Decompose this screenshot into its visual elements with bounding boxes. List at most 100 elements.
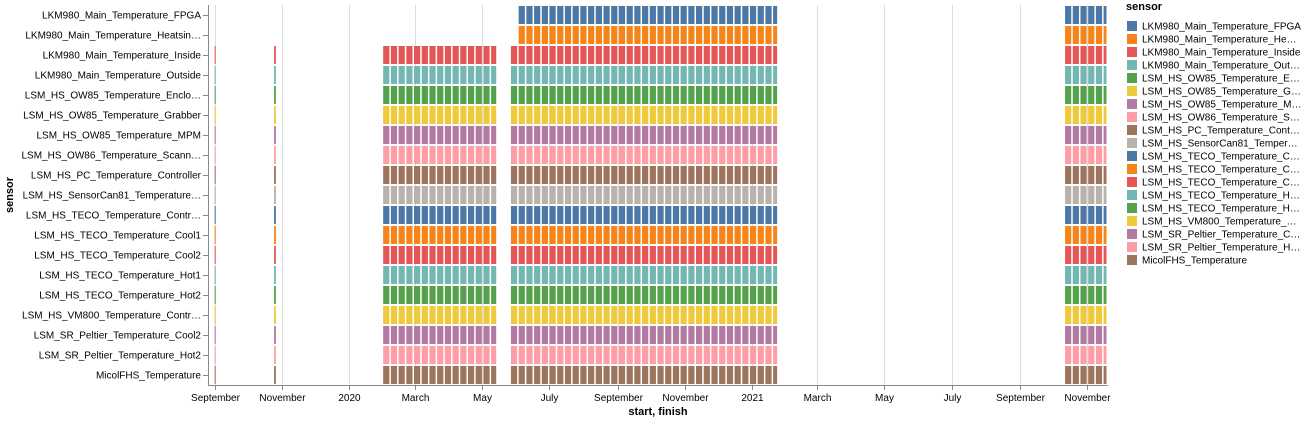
gantt-bar bbox=[665, 286, 672, 304]
gantt-bar bbox=[711, 106, 718, 124]
gantt-bar bbox=[437, 326, 444, 344]
gantt-bar bbox=[1103, 206, 1107, 224]
gantt-bar bbox=[557, 126, 564, 144]
legend-label: LKM980_Main_Temperature_He… bbox=[1142, 35, 1297, 46]
gantt-bar bbox=[429, 106, 436, 124]
gantt-bar bbox=[510, 86, 518, 104]
gantt-bar bbox=[510, 146, 518, 164]
gantt-bar bbox=[734, 286, 741, 304]
gantt-bar bbox=[437, 266, 444, 284]
gantt-bar bbox=[1065, 326, 1072, 344]
gantt-bar bbox=[518, 166, 525, 184]
gantt-bar bbox=[626, 306, 633, 324]
gantt-bar bbox=[564, 46, 572, 64]
gantt-bar bbox=[572, 266, 579, 284]
gantt-bar bbox=[680, 126, 687, 144]
gantt-bar bbox=[611, 306, 618, 324]
gantt-bar bbox=[491, 126, 497, 144]
legend-swatch bbox=[1127, 34, 1137, 44]
legend-swatch bbox=[1127, 73, 1137, 83]
gantt-bar bbox=[564, 166, 572, 184]
gantt-bar bbox=[649, 246, 656, 264]
gantt-bar bbox=[773, 46, 778, 64]
gantt-bar bbox=[680, 246, 687, 264]
x-tick-label: November bbox=[259, 393, 306, 404]
gantt-bar bbox=[526, 226, 533, 244]
legend-label: LKM980_Main_Temperature_Inside bbox=[1142, 48, 1301, 59]
gantt-bar bbox=[510, 46, 518, 64]
gantt-bar bbox=[1103, 246, 1107, 264]
gantt-bar bbox=[429, 226, 436, 244]
gantt-bar bbox=[483, 346, 490, 364]
gantt-bar bbox=[483, 286, 490, 304]
gantt-bar bbox=[742, 226, 749, 244]
gantt-bar bbox=[564, 106, 572, 124]
gantt-bar bbox=[557, 186, 564, 204]
gantt-bar bbox=[757, 366, 764, 384]
gantt-bar bbox=[696, 66, 703, 84]
gantt-bar bbox=[437, 346, 444, 364]
legend-swatch bbox=[1127, 86, 1137, 96]
gantt-bar bbox=[467, 226, 475, 244]
gantt-bar bbox=[603, 106, 610, 124]
gantt-bar bbox=[773, 6, 778, 24]
gantt-bar bbox=[773, 366, 778, 384]
y-tick-label: LSM_HS_TECO_Temperature_Contr… bbox=[26, 211, 201, 222]
gantt-bar bbox=[595, 6, 602, 24]
gantt-bar bbox=[603, 326, 610, 344]
gantt-bar bbox=[665, 26, 672, 44]
gantt-bar bbox=[1103, 86, 1107, 104]
gantt-bar bbox=[414, 346, 421, 364]
gantt-bar bbox=[541, 126, 548, 144]
gantt-bar bbox=[437, 366, 444, 384]
gantt-bar bbox=[657, 286, 664, 304]
gantt-bar bbox=[672, 226, 680, 244]
gantt-bar bbox=[688, 146, 695, 164]
gantt-bar bbox=[757, 126, 764, 144]
gantt-bar bbox=[390, 366, 398, 384]
y-tick-label: LSM_HS_TECO_Temperature_Cool2 bbox=[34, 251, 201, 262]
gantt-bar bbox=[406, 286, 413, 304]
gantt-bar bbox=[719, 146, 726, 164]
gantt-bar bbox=[475, 366, 482, 384]
gantt-bar bbox=[1095, 146, 1103, 164]
gantt-bar bbox=[726, 206, 734, 224]
gantt-bar bbox=[1095, 166, 1103, 184]
legend-label: MicolFHS_Temperature bbox=[1142, 256, 1247, 267]
gantt-bar bbox=[541, 246, 548, 264]
gantt-bar bbox=[467, 66, 475, 84]
gantt-bar bbox=[406, 166, 413, 184]
gantt-bar bbox=[1065, 166, 1072, 184]
gantt-bar bbox=[1065, 246, 1072, 264]
gantt-bar bbox=[491, 206, 497, 224]
gantt-bar bbox=[665, 106, 672, 124]
gantt-bar bbox=[534, 146, 541, 164]
gantt-bar bbox=[580, 166, 587, 184]
legend-swatch bbox=[1127, 177, 1137, 187]
gantt-bar bbox=[475, 346, 482, 364]
gantt-bar bbox=[680, 306, 687, 324]
gantt-bar bbox=[618, 126, 626, 144]
gantt-bar bbox=[703, 46, 710, 64]
gantt-bar bbox=[603, 286, 610, 304]
gantt-bar bbox=[749, 346, 757, 364]
gantt-bar bbox=[475, 46, 482, 64]
gantt-bar bbox=[549, 246, 556, 264]
gantt-bar bbox=[580, 146, 587, 164]
gantt-bar bbox=[726, 186, 734, 204]
gantt-bar bbox=[526, 46, 533, 64]
gantt-bar bbox=[749, 326, 757, 344]
gantt-bar bbox=[642, 46, 649, 64]
gantt-bar bbox=[680, 346, 687, 364]
gantt-bar bbox=[383, 326, 390, 344]
gantt-bar bbox=[383, 146, 390, 164]
gantt-bar bbox=[526, 306, 533, 324]
gantt-bar bbox=[665, 166, 672, 184]
gantt-bar bbox=[460, 306, 467, 324]
gantt-bar bbox=[452, 346, 459, 364]
gantt-bar bbox=[580, 26, 587, 44]
gantt-bar bbox=[711, 26, 718, 44]
gantt-bar bbox=[719, 206, 726, 224]
gantt-bar bbox=[749, 46, 757, 64]
gantt-bar bbox=[688, 66, 695, 84]
